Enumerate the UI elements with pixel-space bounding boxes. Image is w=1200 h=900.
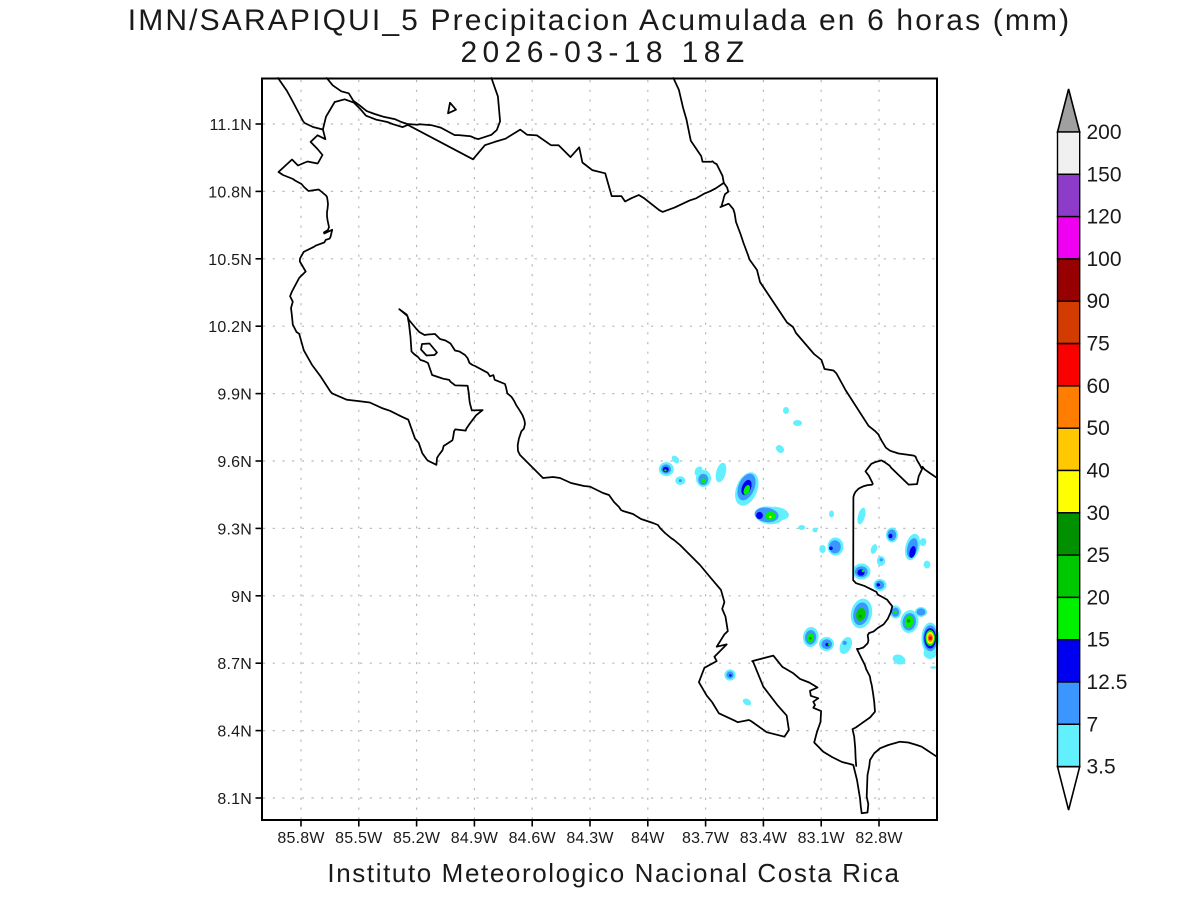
svg-text:25: 25	[1087, 544, 1110, 567]
svg-text:85.8W: 85.8W	[277, 830, 325, 847]
svg-text:75: 75	[1087, 333, 1110, 356]
svg-text:9.3N: 9.3N	[217, 521, 252, 538]
svg-text:20: 20	[1087, 586, 1110, 609]
svg-text:8.1N: 8.1N	[217, 791, 252, 808]
svg-text:10.2N: 10.2N	[208, 319, 252, 336]
svg-text:120: 120	[1087, 206, 1122, 229]
svg-text:10.5N: 10.5N	[208, 252, 252, 269]
svg-text:9N: 9N	[231, 589, 252, 606]
svg-text:83.4W: 83.4W	[740, 830, 788, 847]
svg-text:84.6W: 84.6W	[509, 830, 557, 847]
svg-text:60: 60	[1087, 375, 1110, 398]
svg-text:2026-03-18 18Z: 2026-03-18 18Z	[460, 36, 749, 69]
svg-text:85.5W: 85.5W	[335, 830, 383, 847]
svg-text:9.6N: 9.6N	[217, 454, 252, 471]
svg-text:30: 30	[1087, 502, 1110, 525]
svg-text:40: 40	[1087, 460, 1110, 483]
svg-text:IMN/SARAPIQUI_5 Precipitacion: IMN/SARAPIQUI_5 Precipitacion Acumulada …	[128, 4, 1072, 37]
svg-text:11.1N: 11.1N	[209, 117, 252, 134]
svg-text:9.9N: 9.9N	[217, 387, 252, 404]
svg-text:8.4N: 8.4N	[217, 724, 252, 741]
svg-text:50: 50	[1087, 417, 1110, 440]
svg-text:84W: 84W	[631, 830, 665, 847]
svg-text:7: 7	[1087, 713, 1099, 736]
svg-text:84.9W: 84.9W	[451, 830, 499, 847]
svg-text:85.2W: 85.2W	[393, 830, 441, 847]
svg-text:15: 15	[1087, 629, 1110, 652]
svg-text:200: 200	[1087, 121, 1122, 144]
svg-text:90: 90	[1087, 290, 1110, 313]
svg-text:Instituto Meteorologico Nacion: Instituto Meteorologico Nacional Costa R…	[327, 858, 900, 888]
svg-text:150: 150	[1087, 163, 1122, 186]
svg-text:82.8W: 82.8W	[855, 830, 903, 847]
svg-text:8.7N: 8.7N	[217, 656, 252, 673]
svg-text:10.8N: 10.8N	[208, 184, 252, 201]
svg-text:84.3W: 84.3W	[566, 830, 614, 847]
svg-text:100: 100	[1087, 248, 1122, 271]
svg-text:12.5: 12.5	[1087, 671, 1128, 694]
svg-text:83.7W: 83.7W	[682, 830, 730, 847]
svg-text:3.5: 3.5	[1087, 756, 1116, 779]
svg-text:83.1W: 83.1W	[798, 830, 846, 847]
